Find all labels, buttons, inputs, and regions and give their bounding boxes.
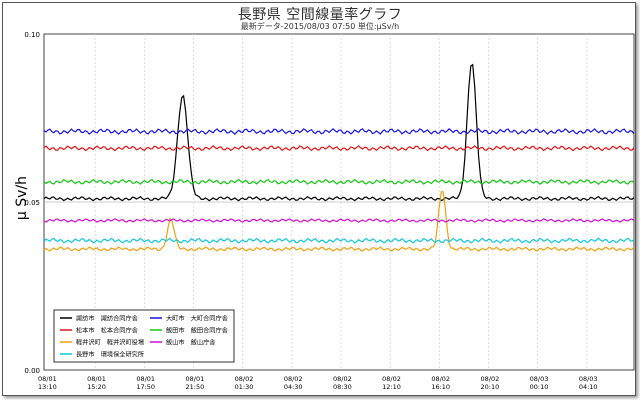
legend-label: 長野市 環境保全研究所 [76, 351, 144, 359]
y-tick-label: 0.10 [24, 31, 40, 39]
x-tick-label: 08/01 [186, 375, 205, 383]
legend-label: 軽井沢町 軽井沢町役場 [76, 339, 144, 347]
x-tick-label: 13:10 [38, 383, 57, 391]
chart-subtitle: 最新データ-2015/08/03 07:50 単位:μSv/h [240, 22, 400, 31]
y-tick-label: 0.00 [24, 367, 40, 375]
series-line [43, 145, 635, 152]
x-tick-label: 15:20 [87, 383, 106, 391]
series-line [43, 178, 635, 185]
x-tick-label: 08/01 [87, 375, 106, 383]
x-tick-label: 08/01 [38, 375, 57, 383]
chart-title: 長野県 空間線量率グラフ [237, 7, 403, 23]
x-tick-label: 00:10 [530, 383, 549, 391]
x-tick-label: 08/02 [284, 375, 303, 383]
legend-label: 大町市 大町合同庁舎 [166, 315, 228, 323]
x-tick-label: 17:50 [136, 383, 155, 391]
x-tick-label: 04:30 [284, 383, 303, 391]
x-tick-label: 08/02 [333, 375, 352, 383]
y-tick-label: 0.05 [24, 199, 40, 207]
x-tick-label: 08/03 [579, 375, 598, 383]
series-line [43, 218, 635, 223]
x-tick-label: 08/02 [382, 375, 401, 383]
legend-label: 飯田市 飯田合同庁舎 [166, 327, 228, 335]
x-tick-label: 08/02 [235, 375, 254, 383]
series-line [43, 237, 635, 244]
x-tick-label: 12:10 [382, 383, 401, 391]
legend-box [53, 309, 235, 363]
x-tick-label: 04:10 [579, 383, 598, 391]
x-tick-label: 01:30 [235, 383, 254, 391]
x-tick-label: 21:50 [186, 383, 205, 391]
x-tick-label: 16:10 [431, 383, 450, 391]
x-tick-label: 20:10 [481, 383, 500, 391]
x-tick-label: 08/01 [136, 375, 155, 383]
legend-label: 諏訪市 諏訪合同庁舎 [76, 315, 138, 323]
x-tick-label: 08/03 [530, 375, 549, 383]
x-tick-label: 08/02 [481, 375, 500, 383]
series-line [43, 191, 635, 252]
x-tick-label: 08/02 [431, 375, 450, 383]
legend-label: 飯山市 飯山庁舎 [166, 339, 216, 347]
series-line [43, 127, 635, 135]
legend-label: 松本市 松本合同庁舎 [76, 327, 138, 335]
series-line [43, 63, 635, 202]
x-tick-label: 08:30 [333, 383, 352, 391]
